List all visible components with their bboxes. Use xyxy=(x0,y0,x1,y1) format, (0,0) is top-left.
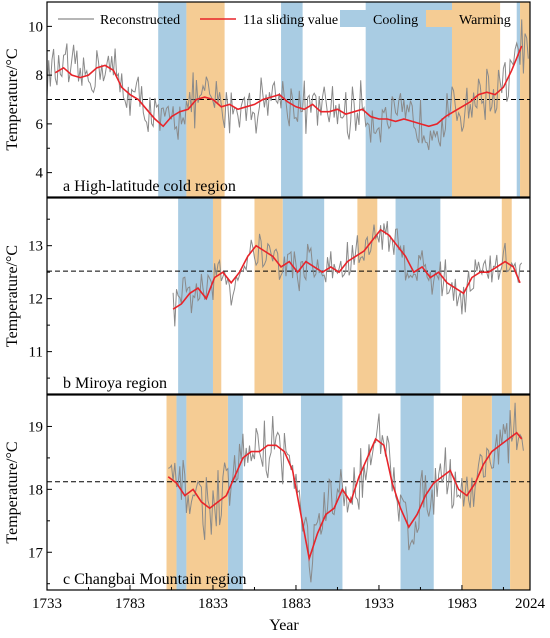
sliding-average-line xyxy=(54,45,523,128)
panel-label: b Miroya region xyxy=(63,375,167,392)
panel-c: 17 18 19 Temperature/°C c Changbai Mountain … xyxy=(4,394,531,591)
legend-cooling-swatch xyxy=(340,10,366,27)
panel-label: c Changbai Mountain region xyxy=(63,571,247,588)
x-tick-label: 2024 xyxy=(515,596,546,612)
warming-band xyxy=(254,198,283,394)
y-tick-label: 12 xyxy=(28,292,43,308)
panel-label: a High-latitude cold region xyxy=(63,178,236,195)
panel-plot-area xyxy=(47,2,530,197)
y-tick-label: 4 xyxy=(36,166,44,182)
x-tick-label: 1883 xyxy=(281,596,311,612)
x-tick-label: 1833 xyxy=(198,596,228,612)
warming-band xyxy=(520,2,530,197)
warming-band xyxy=(357,198,378,394)
panel-plot-area xyxy=(47,395,530,590)
cooling-band xyxy=(282,198,325,394)
y-axis-label: Temperature/°C xyxy=(4,48,21,150)
reconstructed-line xyxy=(47,19,529,151)
legend-cooling-label: Cooling xyxy=(373,13,418,28)
warming-band xyxy=(510,395,530,590)
y-tick-label: 13 xyxy=(28,239,43,255)
y-axis-label: Temperature/°C xyxy=(4,441,21,543)
warming-band xyxy=(461,395,492,590)
legend-reconstructed-label: Reconstructed xyxy=(100,13,180,28)
legend-warming-label: Warming xyxy=(459,13,511,28)
y-tick-label: 6 xyxy=(36,117,44,133)
reconstructed-line xyxy=(168,402,524,583)
warming-band xyxy=(166,395,177,590)
panel-frame xyxy=(46,197,531,395)
panel-a: 4 6 8 10 Temperature/°C a High-latitude cold … xyxy=(4,1,531,198)
y-tick-label: 8 xyxy=(36,68,44,84)
y-tick-label: 10 xyxy=(28,19,43,35)
sliding-average-line xyxy=(172,228,521,310)
reconstructed-line xyxy=(172,221,523,327)
legend-sliding-label: 11a sliding value xyxy=(243,13,338,28)
cooling-band xyxy=(516,2,521,197)
legend: Reconstructed 11a sliding value Cooling War… xyxy=(58,10,511,28)
x-tick-label: 1733 xyxy=(32,596,62,612)
cooling-band xyxy=(400,395,434,590)
sliding-average-line xyxy=(167,431,523,562)
cooling-band xyxy=(491,395,511,590)
x-axis-label: Year xyxy=(269,617,299,634)
panel-plot-area xyxy=(47,198,530,394)
y-tick-label: 19 xyxy=(28,419,43,435)
y-axis-label: Temperature/°C xyxy=(4,245,21,347)
cooling-band xyxy=(395,198,441,394)
x-tick-label: 1983 xyxy=(447,596,477,612)
warming-band xyxy=(501,198,512,394)
panel-b: 11 12 13 Temperature/°C b Miroya region xyxy=(4,197,531,395)
cooling-band xyxy=(227,395,243,590)
y-tick-label: 17 xyxy=(28,545,44,561)
x-tick-label: 1933 xyxy=(364,596,394,612)
y-tick-label: 11 xyxy=(29,345,43,361)
y-tick-label: 18 xyxy=(28,482,43,498)
cooling-band xyxy=(300,395,343,590)
warming-band xyxy=(212,198,222,394)
panel-frame xyxy=(46,394,531,591)
legend-warming-swatch xyxy=(426,10,452,27)
x-tick-label: 1783 xyxy=(115,596,145,612)
